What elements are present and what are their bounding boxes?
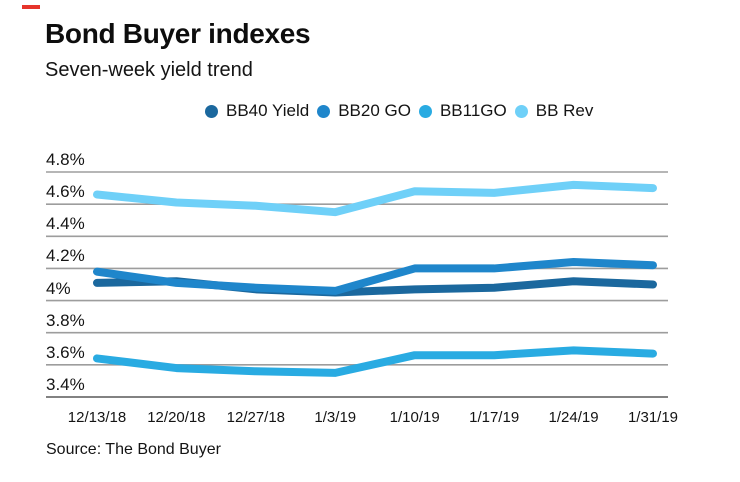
series-line-bb11go (93, 346, 657, 377)
legend-label: BB20 GO (338, 101, 411, 120)
x-tick-1/24/19: 1/24/19 (548, 409, 599, 426)
series-line-bb20-go (93, 258, 657, 295)
x-tick-1/10/19: 1/10/19 (389, 409, 440, 426)
y-tick-4.2%: 4.2% (46, 246, 85, 266)
chart-subtitle: Seven-week yield trend (45, 59, 253, 81)
y-tick-4.6%: 4.6% (46, 182, 85, 202)
x-tick-12/13/18: 12/13/18 (67, 409, 127, 426)
y-tick-3.6%: 3.6% (46, 342, 85, 362)
legend-dot-icon (418, 104, 432, 118)
y-tick-4%: 4% (46, 278, 71, 298)
x-tick-1/31/19: 1/31/19 (627, 409, 679, 426)
legend-dot-icon (317, 104, 331, 118)
legend-item-bb40-yield: BB40 Yield (205, 101, 309, 121)
legend-label: BB Rev (535, 101, 594, 120)
page-title: Bond Buyer indexes (45, 18, 311, 49)
source-note: Source: The Bond Buyer (46, 441, 221, 458)
legend-item-bb11go: BB11GO (418, 101, 507, 121)
brand-dash-icon (22, 5, 40, 9)
x-tick-1/17/19: 1/17/19 (469, 409, 520, 426)
x-tick-1/3/19: 1/3/19 (314, 409, 357, 426)
legend-item-bb-rev: BB Rev (514, 101, 594, 121)
legend-label: BB40 Yield (226, 101, 310, 120)
y-tick-4.8%: 4.8% (46, 150, 85, 169)
legend-label: BB11GO (439, 101, 507, 120)
x-tick-12/27/18: 12/27/18 (226, 409, 286, 426)
y-tick-4.4%: 4.4% (46, 214, 85, 234)
x-tick-12/20/18: 12/20/18 (147, 409, 206, 426)
legend-dot-icon (205, 104, 218, 118)
legend-dot-icon (514, 104, 528, 118)
chart-legend: BB40 Yield BB20 GO BB11GO BB Rev (205, 101, 601, 121)
y-tick-3.8%: 3.8% (46, 310, 85, 330)
legend-item-bb20-go: BB20 GO (317, 101, 411, 121)
y-tick-3.4%: 3.4% (46, 375, 85, 394)
series-line-bb-rev (93, 180, 657, 217)
